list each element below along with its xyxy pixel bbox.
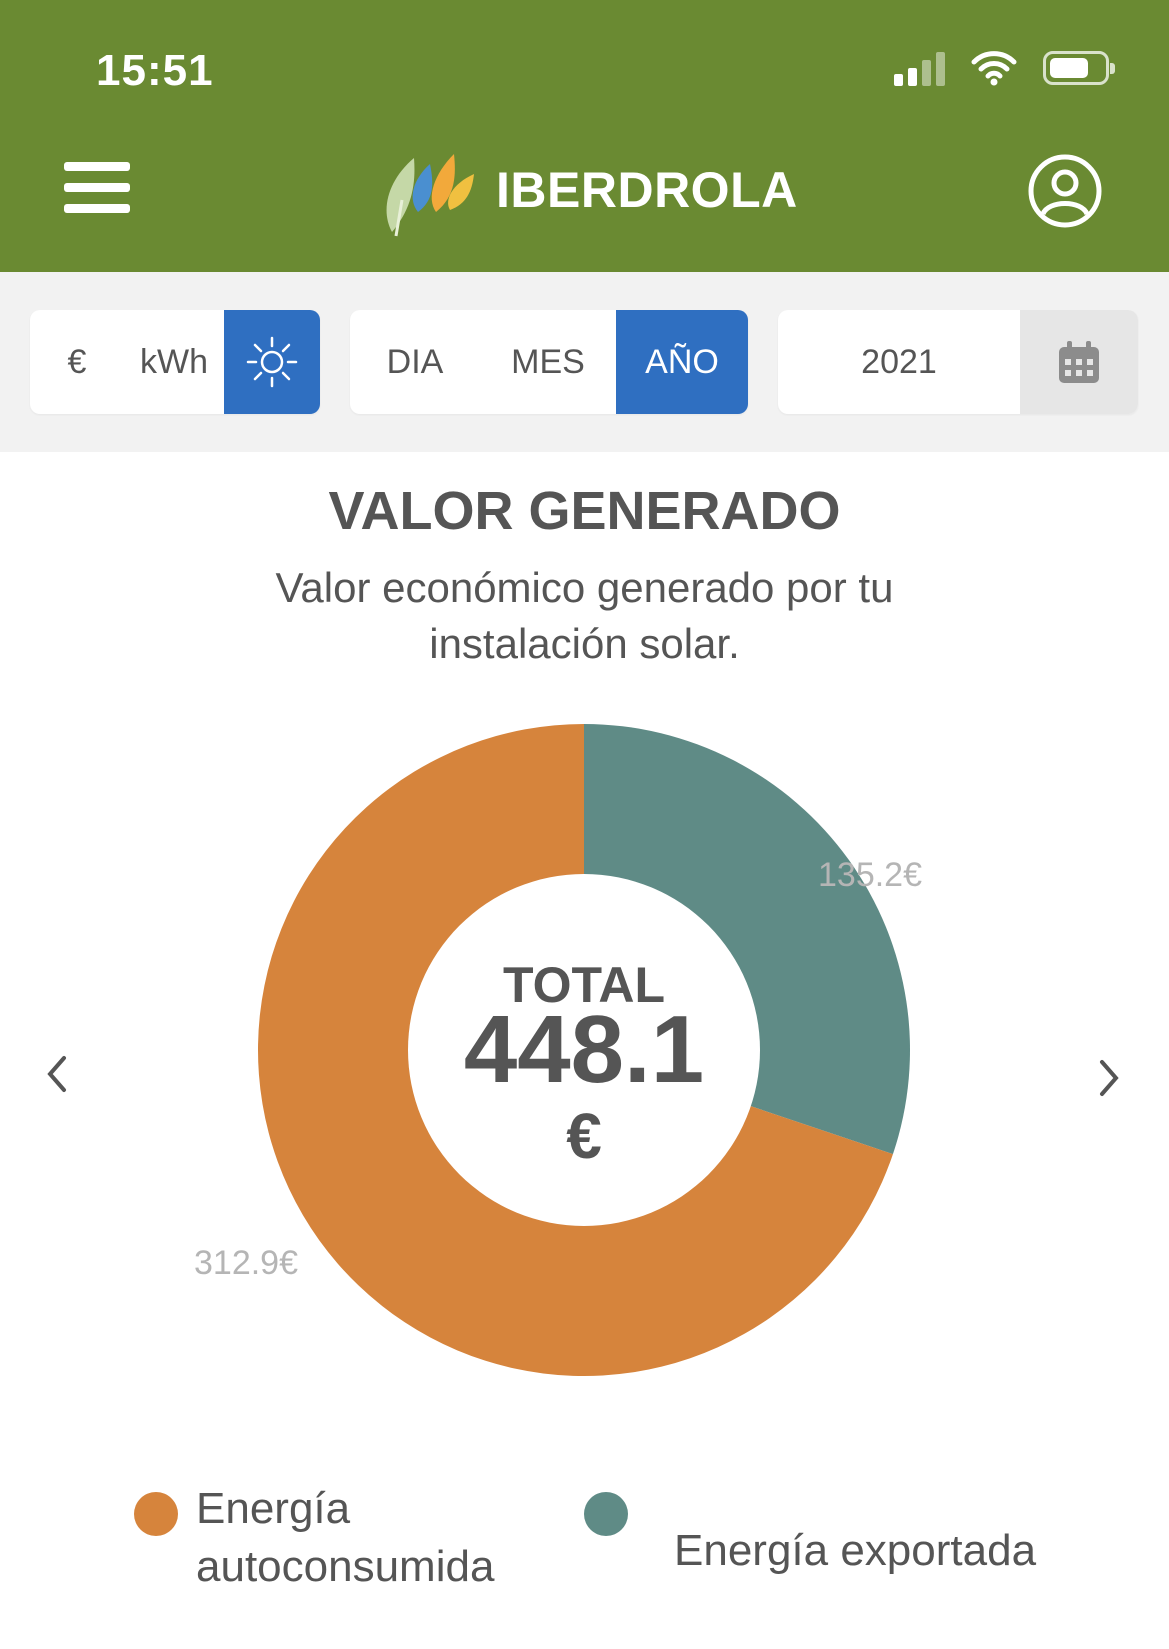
unit-kwh-option[interactable]: kWh [140,342,208,381]
cellular-signal-icon [894,50,945,86]
legend-item-exportada: Energía exportada [584,1480,1036,1580]
iberdrola-logo-icon [386,154,474,237]
donut-chart: TOTAL 448.1 € 135.2€ 312.9€ [0,700,1169,1400]
app-header: 15:51 IBERDROLA [0,0,1169,272]
total-unit: € [566,1100,602,1172]
calendar-button[interactable] [1020,310,1138,414]
unit-euro-option[interactable]: € [67,342,87,381]
chevron-left-icon [47,1056,66,1092]
unit-solar-option[interactable] [224,310,320,414]
menu-button[interactable] [64,162,130,218]
total-value: 448.1 [464,996,704,1103]
status-icons [894,50,1115,86]
calendar-icon [1059,341,1099,383]
filter-bar: € kWh DIA MES AÑO 2021 [0,272,1169,452]
wifi-icon [971,51,1017,86]
legend-item-autoconsumida: Energía autoconsumida [134,1480,576,1596]
slice-label-autoconsumida: 312.9€ [194,1244,298,1282]
period-dia-tab[interactable]: DIA [386,342,444,381]
donut-hole [408,874,760,1226]
period-selector: DIA MES AÑO [350,310,748,414]
legend-label-autoconsumida: Energía autoconsumida [196,1484,495,1591]
period-ano-tab[interactable]: AÑO [616,310,748,414]
legend-dot-exportada [584,1492,628,1536]
page-subtitle: Valor económico generado por tu instalac… [275,564,894,667]
legend-dot-autoconsumida [134,1492,178,1536]
unit-selector: € kWh [30,310,320,414]
brand-name: IBERDROLA [496,162,798,218]
slice-label-exportada: 135.2€ [818,856,922,894]
brand-logo: IBERDROLA [378,140,798,240]
date-selector: 2021 [778,310,1138,414]
sun-icon [246,336,298,388]
legend-label-exportada: Energía exportada [674,1526,1037,1575]
period-mes-tab[interactable]: MES [511,342,585,381]
date-value[interactable]: 2021 [861,342,937,381]
user-account-button[interactable] [1028,154,1102,228]
battery-icon [1043,51,1115,85]
previous-period-button[interactable] [40,1054,74,1099]
page-title: VALOR GENERADO [328,481,841,541]
user-account-icon [1028,154,1102,228]
total-label: TOTAL [503,957,665,1013]
donut-chart-svg: TOTAL 448.1 € 135.2€ 312.9€ [194,724,922,1376]
status-time: 15:51 [96,46,214,95]
next-period-button[interactable] [1092,1058,1126,1103]
chevron-right-icon [1100,1060,1119,1096]
